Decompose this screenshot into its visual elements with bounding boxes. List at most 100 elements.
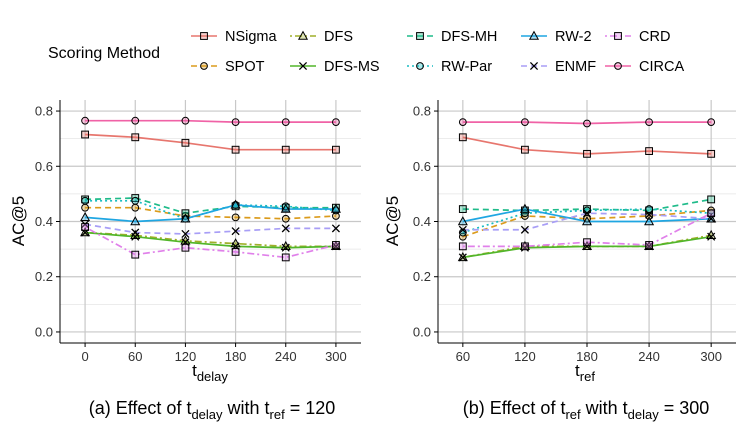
legend-item-nsigma: NSigma — [191, 29, 278, 45]
series-line-circa — [462, 121, 712, 125]
series-points-circa — [458, 118, 716, 128]
data-point — [131, 250, 140, 259]
legend-key-marker — [416, 62, 424, 70]
data-point — [330, 203, 341, 213]
series-points-rw-2 — [80, 199, 341, 226]
legend-label: CRD — [639, 29, 670, 45]
data-point — [231, 213, 240, 222]
y-tick-label: 0.8 — [413, 104, 431, 119]
legend: Scoring Method NSigma SPOT DFS DFS-MS DFS-MH… — [48, 29, 684, 75]
series-line-dfs-mh — [462, 198, 712, 212]
data-point — [281, 145, 290, 154]
data-point — [332, 145, 340, 154]
legend-item-dfs-mh: DFS-MH — [407, 29, 497, 45]
legend-item-enmf: ENMF — [521, 59, 596, 75]
data-point — [281, 253, 290, 262]
data-point — [281, 214, 290, 223]
data-point — [80, 211, 91, 222]
legend-key-marker — [416, 32, 424, 40]
y-tick-label: 0.0 — [35, 324, 53, 339]
y-tick-label: 0.4 — [35, 214, 53, 229]
legend-item-spot: SPOT — [191, 59, 265, 75]
data-point — [458, 242, 467, 251]
data-point — [181, 116, 190, 125]
x-tick-label: 300 — [700, 349, 722, 364]
data-point — [281, 224, 290, 233]
legend-item-dfs: DFS — [290, 29, 353, 45]
data-point — [520, 225, 529, 234]
data-point — [582, 209, 592, 218]
data-point — [581, 216, 593, 226]
x-tick-label: 120 — [175, 349, 197, 364]
data-point — [281, 118, 290, 126]
legend-label: NSigma — [225, 29, 278, 45]
x-tick-label: 180 — [576, 349, 598, 364]
legend-title: Scoring Method — [48, 45, 160, 62]
data-point — [707, 149, 716, 158]
series-line-dfs-ms — [85, 231, 336, 249]
data-point — [231, 118, 240, 126]
legend-item-rw-2: RW-2 — [521, 29, 592, 45]
data-point — [181, 243, 190, 252]
data-point — [645, 118, 653, 126]
data-point — [81, 196, 89, 205]
data-point — [583, 238, 591, 247]
data-point — [519, 203, 530, 213]
legend-key-marker — [297, 30, 309, 40]
legend-key-marker — [200, 32, 208, 40]
x-tick-label: 60 — [128, 349, 142, 364]
legend-key-marker — [614, 32, 622, 40]
data-point — [645, 147, 653, 155]
data-point — [457, 216, 468, 226]
data-point — [81, 130, 89, 139]
series-points-enmf — [81, 220, 340, 238]
legend-label: DFS-MS — [324, 59, 380, 75]
data-point — [331, 224, 340, 233]
data-point — [458, 232, 467, 241]
data-point — [131, 133, 140, 142]
data-point — [582, 242, 592, 251]
data-point — [131, 228, 140, 237]
data-point — [180, 213, 191, 223]
series-line-spot — [462, 209, 712, 238]
data-point — [281, 243, 290, 252]
x-tick-label: 180 — [225, 349, 247, 364]
data-point — [181, 138, 190, 147]
y-tick-label: 0.0 — [413, 324, 431, 339]
y-tick-label: 0.6 — [413, 159, 431, 174]
series-line-rw-par — [462, 208, 712, 234]
data-point — [332, 118, 340, 126]
series-points-rw-par — [81, 196, 340, 223]
x-tick-label: 240 — [275, 349, 297, 364]
data-point — [458, 225, 467, 234]
legend-item-dfs-ms: DFS-MS — [290, 59, 380, 75]
data-point — [181, 229, 190, 238]
data-point — [332, 241, 340, 249]
legend-key-marker — [529, 61, 539, 71]
series-line-crd — [462, 212, 712, 248]
series-points-crd — [81, 223, 340, 262]
data-point — [707, 232, 716, 241]
legend-item-crd: CRD — [605, 29, 670, 45]
data-point — [280, 203, 291, 213]
y-tick-label: 0.4 — [413, 214, 431, 229]
data-point — [645, 210, 654, 219]
data-point — [130, 216, 141, 226]
series-line-dfs — [85, 231, 336, 248]
legend-key-marker — [614, 62, 622, 70]
data-point — [81, 223, 89, 231]
data-point — [131, 203, 140, 212]
x-axis-title: tref — [575, 361, 595, 384]
series-line-rw-2 — [462, 208, 712, 223]
y-axis-title: AC@5 — [9, 196, 28, 246]
data-point — [707, 209, 716, 218]
data-point — [458, 133, 467, 142]
data-point — [707, 118, 716, 126]
data-point — [521, 209, 529, 218]
series-line-nsigma — [462, 136, 712, 155]
data-point — [645, 241, 653, 249]
data-point — [645, 205, 653, 213]
legend-item-circa: CIRCA — [605, 59, 684, 75]
legend-key-marker — [298, 61, 308, 71]
legend-label: DFS — [324, 29, 353, 45]
